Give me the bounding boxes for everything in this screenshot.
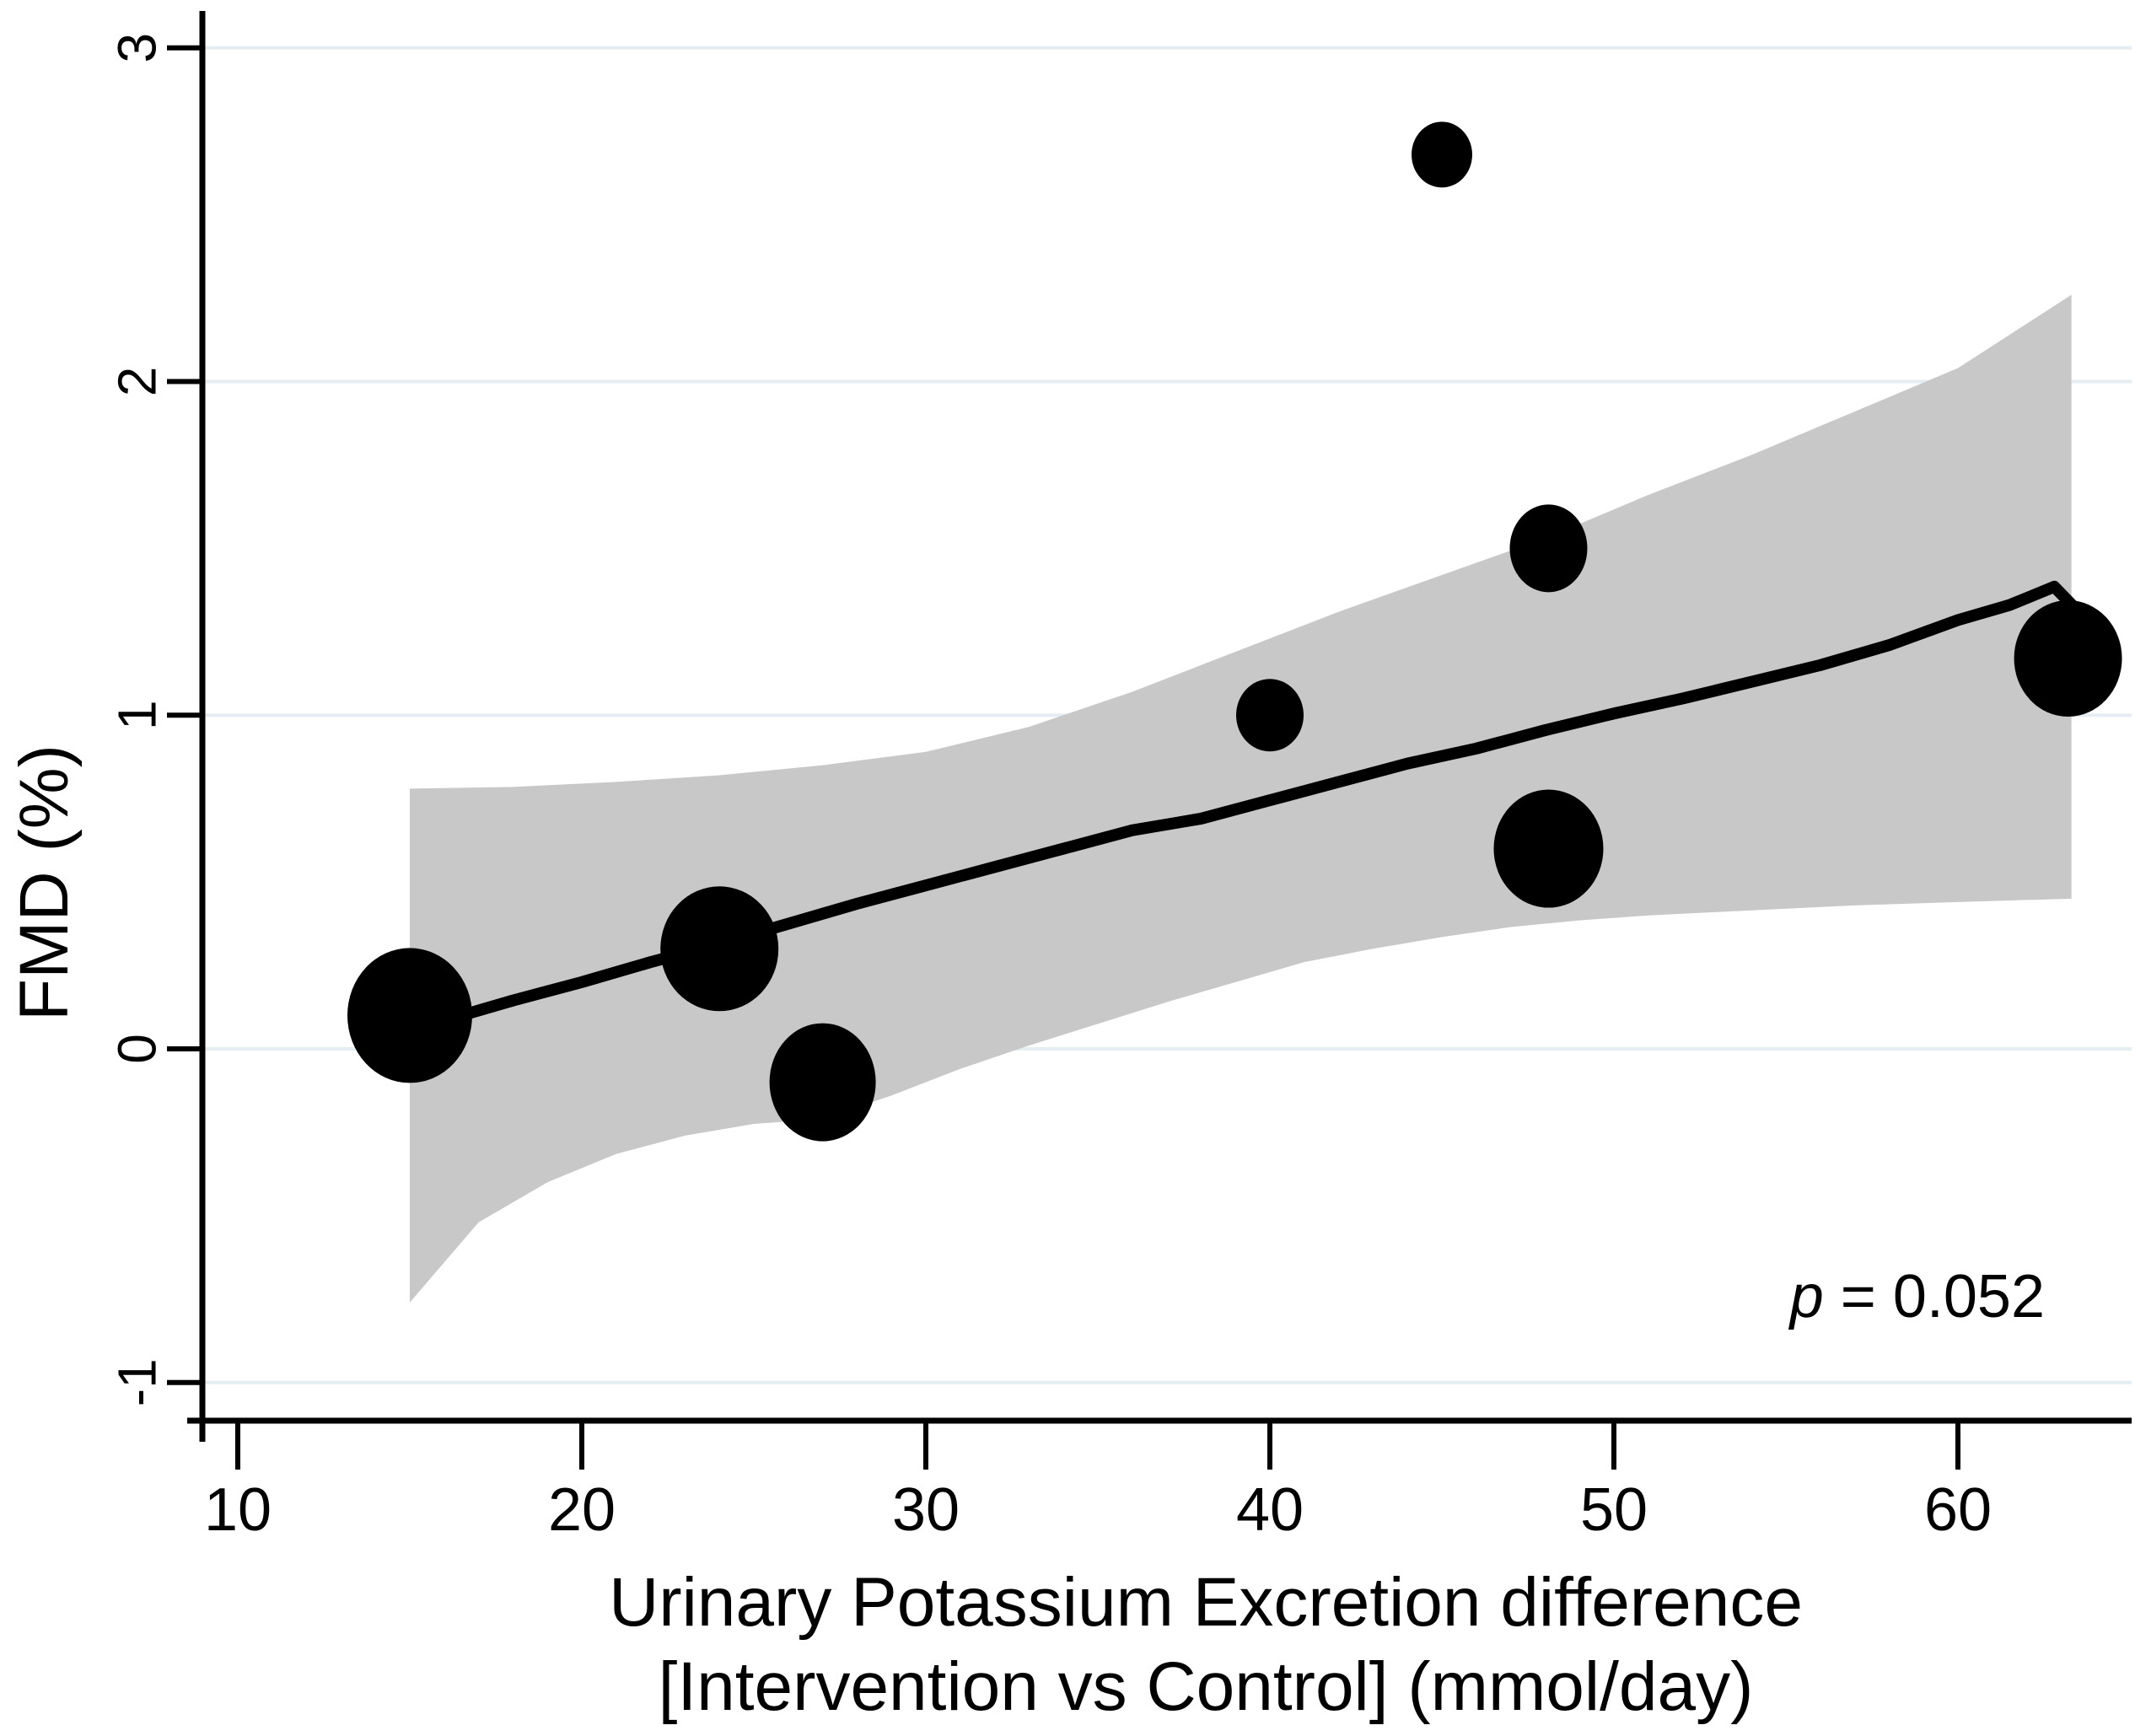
x-tick-label: 60 [1924, 1476, 1992, 1544]
x-tick-label: 50 [1580, 1476, 1648, 1544]
p-symbol: p [1788, 1263, 1824, 1330]
y-tick-label: 2 [106, 367, 167, 397]
confidence-band [410, 294, 2072, 1303]
study-bubble [1412, 121, 1472, 188]
x-axis-title-line1: Urinary Potassium Excretion difference [609, 1564, 1803, 1641]
study-bubble [2014, 599, 2122, 717]
y-axis-title: FMD (%) [6, 744, 83, 1021]
study-bubble [1493, 789, 1604, 908]
study-bubble [347, 948, 472, 1083]
study-bubble [660, 886, 779, 1012]
study-bubble [1236, 679, 1304, 752]
y-tick-label: 3 [106, 33, 167, 63]
x-tick-label: 30 [892, 1476, 960, 1544]
study-bubble [769, 1023, 876, 1142]
x-tick-label: 20 [548, 1476, 616, 1544]
x-axis-title-line2: [Intervention vs Control] (mmol/day) [659, 1648, 1754, 1725]
y-tick-label: 1 [106, 700, 167, 730]
x-tick-label: 40 [1236, 1476, 1304, 1544]
y-tick-label: 0 [106, 1034, 167, 1064]
x-tick-label: 10 [204, 1476, 272, 1544]
study-bubble [1509, 504, 1588, 593]
y-tick-label: -1 [106, 1358, 167, 1406]
p-value-text: = 0.052 [1824, 1263, 2045, 1330]
p-value-annotation: p = 0.052 [1788, 1263, 2045, 1330]
